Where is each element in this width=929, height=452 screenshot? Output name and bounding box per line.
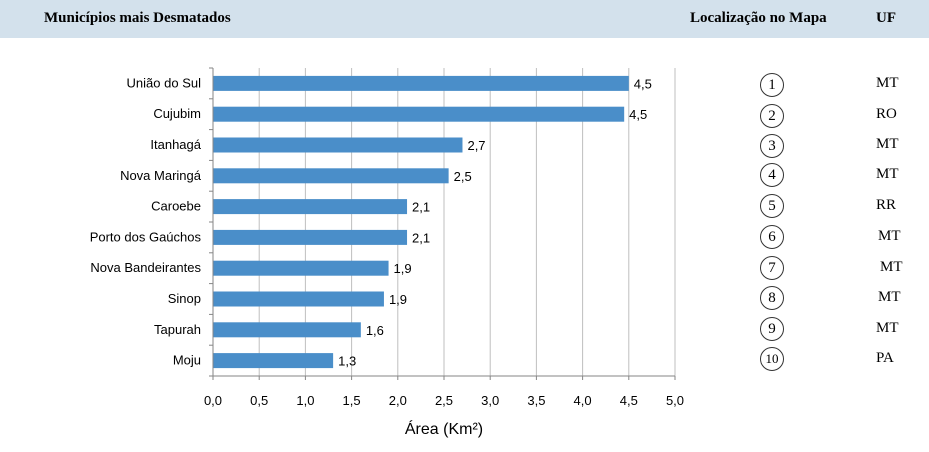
uf-label: MT [876, 136, 899, 152]
bar [213, 137, 463, 153]
location-column-title: Localização no Mapa [690, 10, 827, 26]
x-tick-label: 5,0 [666, 393, 684, 408]
bar [213, 260, 389, 276]
uf-label: RO [876, 106, 897, 122]
x-tick-label: 1,0 [296, 393, 314, 408]
x-tick-label: 0,0 [204, 393, 222, 408]
header-bar: Municípios mais Desmatados Localização n… [0, 0, 929, 38]
bar [213, 199, 408, 215]
uf-label: MT [876, 320, 899, 336]
x-tick-label: 4,0 [574, 393, 592, 408]
category-label: Nova Maringá [120, 168, 202, 183]
category-label: Nova Bandeirantes [90, 260, 201, 275]
uf-label: MT [880, 259, 903, 275]
bar [213, 106, 625, 122]
data-label: 1,9 [394, 261, 412, 276]
bar [213, 353, 334, 369]
uf-label: PA [876, 350, 894, 366]
category-label: Cujubim [153, 106, 201, 121]
category-label: Caroebe [151, 199, 201, 214]
location-number-badge: 6 [760, 225, 784, 249]
category-label: Itanhagá [150, 137, 201, 152]
data-label: 1,9 [389, 292, 407, 307]
data-label: 1,6 [366, 323, 384, 338]
data-label: 2,7 [467, 138, 485, 153]
bar [213, 291, 384, 307]
location-number-badge: 3 [760, 134, 784, 158]
x-tick-label: 3,5 [527, 393, 545, 408]
x-tick-label: 2,5 [435, 393, 453, 408]
x-tick-label: 3,0 [481, 393, 499, 408]
x-axis-label: Área (Km²) [405, 419, 483, 438]
x-tick-label: 2,0 [389, 393, 407, 408]
x-tick-label: 4,5 [620, 393, 638, 408]
data-label: 2,1 [412, 200, 430, 215]
uf-label: MT [876, 75, 899, 91]
location-number-badge: 7 [760, 256, 784, 280]
bar [213, 75, 629, 91]
location-number-badge: 10 [760, 347, 784, 371]
x-tick-label: 0,5 [250, 393, 268, 408]
data-label: 4,5 [634, 76, 652, 91]
location-number-badge: 1 [760, 73, 784, 97]
category-label: Porto dos Gaúchos [90, 229, 202, 244]
data-label: 1,3 [338, 354, 356, 369]
header-title: Municípios mais Desmatados [44, 10, 231, 26]
uf-label: RR [876, 197, 897, 213]
x-tick-label: 1,5 [343, 393, 361, 408]
uf-label: MT [878, 228, 901, 244]
uf-column-title: UF [876, 10, 896, 26]
category-label: Tapurah [154, 322, 201, 337]
data-label: 4,5 [629, 107, 647, 122]
category-label: Sinop [168, 291, 201, 306]
uf-label: MT [878, 289, 901, 305]
location-number-badge: 4 [760, 163, 784, 187]
location-number-badge: 8 [760, 286, 784, 310]
bar [213, 322, 361, 338]
data-label: 2,5 [454, 169, 472, 184]
location-number-badge: 9 [760, 317, 784, 341]
category-label: Moju [173, 353, 201, 368]
location-number-badge: 5 [760, 194, 784, 218]
data-label: 2,1 [412, 230, 430, 245]
category-label: União do Sul [127, 75, 202, 90]
location-number-badge: 2 [760, 104, 784, 128]
bar [213, 168, 449, 184]
bar [213, 229, 408, 245]
uf-label: MT [876, 166, 899, 182]
